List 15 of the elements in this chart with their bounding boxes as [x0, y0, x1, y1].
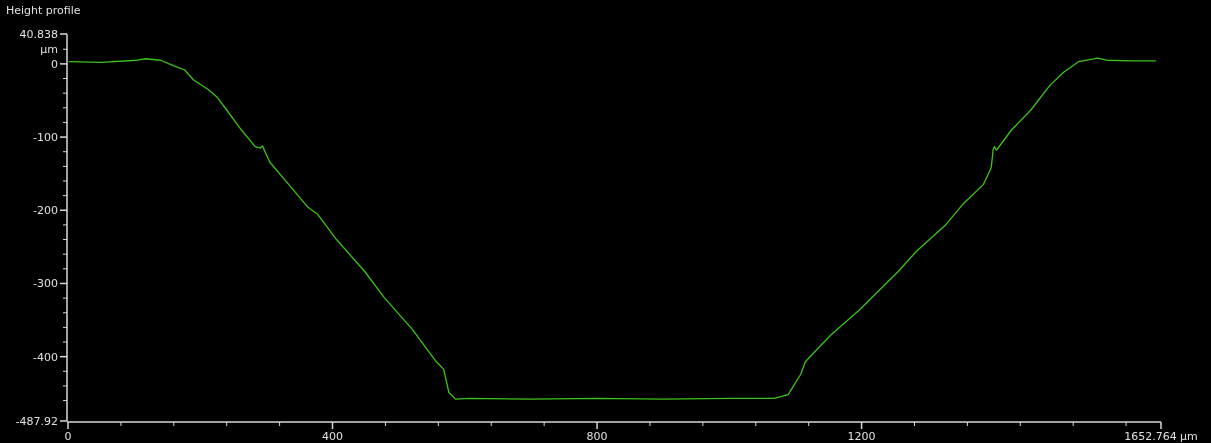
y-axis-title: μm	[40, 42, 58, 56]
x-tick-label: 1652.764 μm	[1124, 430, 1198, 443]
x-tick-label: 1200	[847, 430, 876, 443]
line-series	[68, 57, 1157, 400]
y-tick-label: 0	[51, 57, 58, 71]
y-tick-label: 40.838	[19, 27, 58, 41]
y-tick-label: -100	[33, 130, 58, 144]
x-tick-label: 800	[586, 430, 608, 443]
y-tick-label: -487.92	[15, 414, 58, 428]
chart-title: Height profile	[6, 4, 81, 17]
y-tick-label: -200	[33, 204, 58, 218]
y-tick-label: -300	[33, 277, 58, 291]
y-tick-label: -400	[33, 350, 58, 364]
x-tick-label: 400	[322, 430, 344, 443]
x-tick-label: 0	[64, 430, 72, 443]
